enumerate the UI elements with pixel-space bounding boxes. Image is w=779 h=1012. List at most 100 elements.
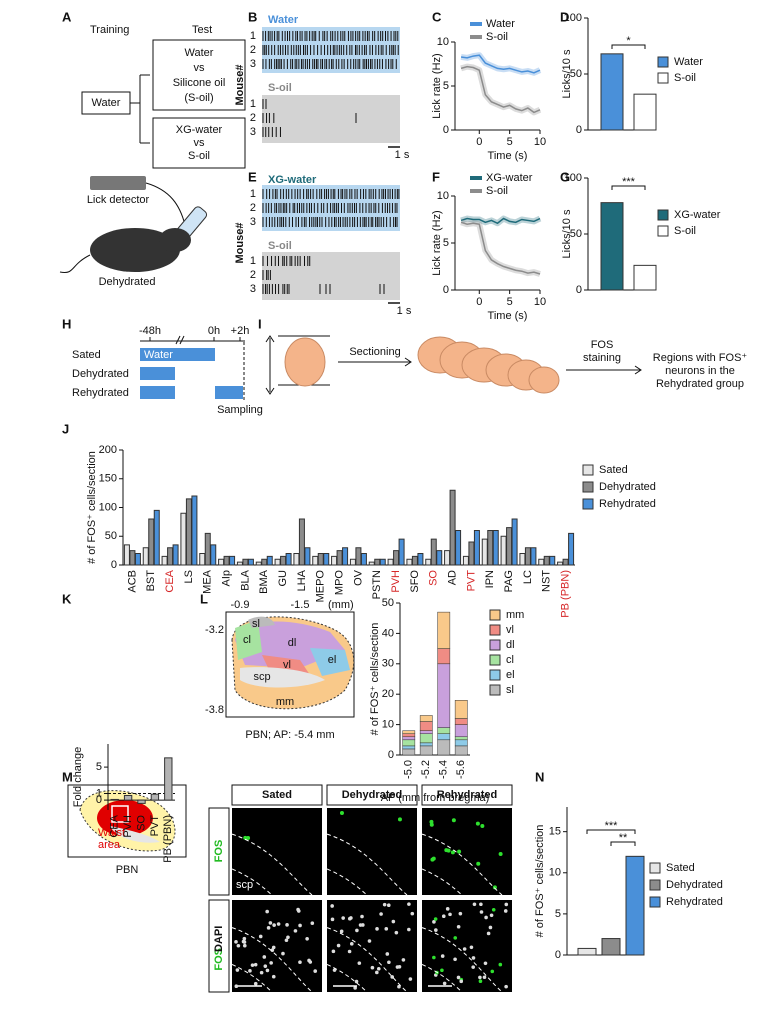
x-tick-label: -5.0 <box>403 760 415 779</box>
significance-bracket <box>586 829 636 834</box>
cell <box>407 902 411 906</box>
y-tick-label: 0 <box>388 749 394 761</box>
label: vl <box>283 659 291 671</box>
bar <box>387 558 394 566</box>
panel-label: C <box>432 9 442 24</box>
legend-swatch <box>489 684 501 696</box>
bar-segment <box>454 736 468 741</box>
bar <box>312 555 319 566</box>
cell <box>478 979 483 983</box>
panel-b: Water S-oil 1 2 3 1 2 3 Mouse# 1 s <box>234 14 410 161</box>
cell <box>407 927 411 932</box>
cell <box>397 817 402 822</box>
series-band <box>460 219 541 277</box>
legend-swatch <box>582 481 594 493</box>
bar <box>417 553 424 566</box>
bar <box>374 558 381 566</box>
x-tick-label: LC <box>522 570 534 584</box>
x-tick-label: 10 <box>534 136 546 148</box>
bar-segment <box>454 718 468 725</box>
cell <box>475 821 480 826</box>
panel-label: I <box>258 316 262 331</box>
x-axis-label: AP (mm from bregma) <box>381 792 490 804</box>
cell <box>458 911 463 916</box>
label: -3.8 <box>205 704 224 716</box>
x-tick-label: 5 <box>507 296 513 308</box>
legend-label: S-oil <box>674 72 696 84</box>
micrograph <box>422 900 512 992</box>
legend-label: Sated <box>666 862 695 874</box>
bar <box>519 553 526 566</box>
cell <box>453 936 458 940</box>
bar <box>398 538 405 566</box>
cell <box>339 811 344 816</box>
slices <box>417 336 560 394</box>
x-tick-label: MEPO <box>315 570 327 603</box>
label: Sated <box>72 349 101 361</box>
cell <box>271 974 276 979</box>
cell <box>376 966 381 971</box>
row-label: DAPI <box>213 926 225 952</box>
cable <box>145 182 186 226</box>
bar <box>577 947 597 956</box>
cell <box>336 943 341 948</box>
bar <box>530 547 537 566</box>
y-tick-label: 0 <box>111 559 117 571</box>
arrow <box>566 365 642 375</box>
scp-border <box>231 963 273 993</box>
legend-label: S-oil <box>674 225 696 237</box>
label: sl <box>252 618 260 630</box>
row-label: FOS <box>213 948 225 971</box>
bar <box>298 518 305 566</box>
bar <box>285 553 292 566</box>
y-axis-label: # of FOS⁺ cells/section <box>534 825 546 938</box>
box <box>152 39 246 111</box>
bar <box>199 553 206 566</box>
cell <box>242 936 247 941</box>
cell <box>339 929 344 934</box>
panel-label: H <box>62 316 71 331</box>
bar <box>601 938 621 956</box>
cell <box>480 823 485 828</box>
arrow <box>338 357 412 367</box>
bar <box>568 532 575 566</box>
legend-label: Rehydrated <box>666 896 723 908</box>
cell <box>489 913 494 918</box>
series-line <box>460 217 541 225</box>
cell <box>397 964 402 969</box>
y-axis-label: # of FOS⁺ cells/section <box>86 451 98 564</box>
bar <box>236 561 243 566</box>
row-label: 3 <box>250 58 256 70</box>
y-axis-label: Lick rate (Hz) <box>431 210 443 275</box>
label: -1.5 <box>291 599 310 611</box>
cell <box>456 924 461 929</box>
cell <box>441 914 446 919</box>
micrograph <box>422 808 512 895</box>
bar <box>393 550 400 566</box>
x-tick-label: 5 <box>507 136 513 148</box>
cell <box>503 909 508 913</box>
bar <box>600 202 624 291</box>
label: XG-water <box>176 124 223 136</box>
cell <box>432 920 436 924</box>
legend-swatch <box>582 498 594 510</box>
brain <box>284 337 326 387</box>
cell <box>386 903 391 908</box>
series-line <box>460 65 541 114</box>
bar <box>323 553 330 566</box>
bar <box>204 532 211 566</box>
significance: *** <box>622 176 636 188</box>
bar-segment <box>419 742 433 747</box>
y-axis-label: Licks/10 s <box>561 209 573 258</box>
cell <box>242 943 247 948</box>
cell <box>330 904 334 908</box>
panel-label: B <box>248 9 257 24</box>
cell <box>269 961 273 965</box>
tail <box>59 254 91 274</box>
label: Rehydrated group <box>656 378 744 390</box>
cell <box>305 936 309 941</box>
x-tick-label: MPO <box>333 570 345 596</box>
scp-border <box>231 868 273 896</box>
raster-ticks <box>262 31 400 294</box>
bar <box>425 558 432 566</box>
